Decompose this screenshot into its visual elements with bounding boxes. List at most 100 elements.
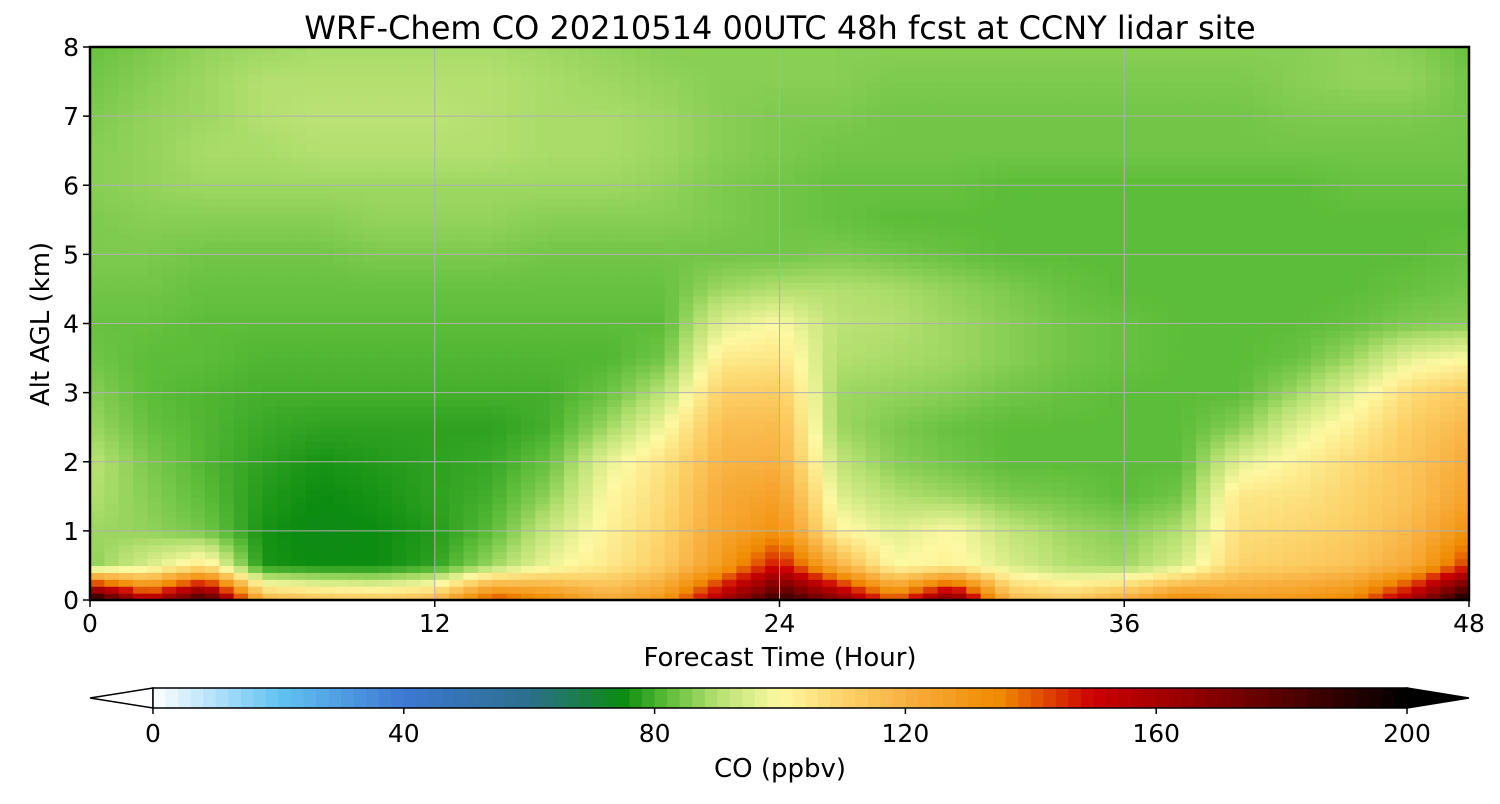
heatmap-cell [980,385,996,394]
heatmap-cell [607,510,623,518]
heatmap-cell [1167,510,1183,518]
heatmap-cell [707,406,723,414]
heatmap-cell [923,351,939,359]
heatmap-cell [693,330,709,338]
heatmap-cell [607,427,623,435]
heatmap-cell [1296,275,1312,283]
heatmap-cell [951,406,967,414]
heatmap-cell [219,268,235,276]
heatmap-cell [836,468,852,477]
heatmap-cell [793,337,809,345]
heatmap-cell [851,302,867,311]
heatmap-cell [1066,537,1082,546]
heatmap-cell [736,441,752,449]
heatmap-cell [334,496,350,504]
heatmap-cell [966,240,982,249]
heatmap-cell [434,295,450,304]
heatmap-cell [707,282,723,290]
heatmap-cell [420,371,436,380]
heatmap-cell [535,427,551,435]
heatmap-cell [161,378,177,387]
heatmap-cell [722,240,737,249]
heatmap-cell [865,551,881,560]
heatmap-cell [894,537,910,546]
heatmap-cell [262,551,278,560]
heatmap-cell [564,288,579,297]
heatmap-cell [406,572,421,580]
heatmap-cell [1038,371,1054,380]
heatmap-cell [937,489,953,497]
heatmap-cell [520,551,536,560]
heatmap-cell [118,275,134,283]
heatmap-cell [1167,406,1183,414]
heatmap-cell [1325,510,1341,518]
heatmap-cell [793,523,809,532]
heatmap-cell [707,517,723,525]
heatmap-cell [463,551,479,560]
heatmap-cell [104,330,120,338]
heatmap-cell [204,447,220,456]
heatmap-cell [1239,565,1255,573]
heatmap-cell [793,330,809,338]
heatmap-cell [535,247,551,255]
heatmap-cell [262,337,278,345]
heatmap-cell [722,544,737,553]
heatmap-cell [90,593,105,601]
heatmap-cell [793,530,809,539]
heatmap-cell [1382,551,1398,560]
heatmap-cell [951,413,967,421]
heatmap-cell [1138,503,1154,511]
heatmap-cell [980,413,996,421]
heatmap-cell [90,233,105,242]
heatmap-cell [449,454,465,463]
heatmap-cell [176,468,192,477]
heatmap-cell [779,496,795,504]
heatmap-cell [966,316,982,325]
heatmap-cell [90,537,105,546]
heatmap-cell [420,496,436,504]
heatmap-cell [693,309,709,318]
heatmap-cell [248,434,263,442]
heatmap-cell [348,282,364,290]
heatmap-cell [1239,572,1255,580]
heatmap-cell [161,358,177,366]
heatmap-cell [1109,593,1125,601]
heatmap-cell [1009,302,1025,311]
heatmap-cell [1267,371,1283,380]
heatmap-cell [664,489,680,497]
heatmap-cell [161,413,177,421]
heatmap-cell [937,420,953,428]
heatmap-cell [1081,254,1097,262]
heatmap-cell [334,558,350,567]
heatmap-cell [880,496,896,504]
heatmap-cell [1009,517,1025,525]
heatmap-cell [865,572,881,580]
heatmap-cell [750,496,766,504]
heatmap-cell [1181,420,1197,428]
heatmap-cell [90,351,105,359]
heatmap-cell [1411,420,1427,428]
heatmap-cell [765,523,781,532]
heatmap-cell [664,392,680,401]
heatmap-cell [851,247,867,255]
heatmap-cell [980,282,996,290]
heatmap-cell [190,344,206,352]
heatmap-cell [1310,420,1326,428]
heatmap-cell [1196,482,1212,490]
heatmap-cell [664,399,680,408]
heatmap-cell [90,364,105,373]
heatmap-cell [851,385,867,394]
heatmap-cell [406,392,421,401]
heatmap-cell [204,468,220,477]
heatmap-cell [1454,558,1470,567]
heatmap-cell [520,385,536,394]
heatmap-cell [937,309,953,318]
heatmap-cell [492,434,508,442]
heatmap-cell [1009,358,1025,366]
heatmap-cell [693,475,709,484]
heatmap-cell [1023,254,1039,262]
heatmap-cell [937,558,953,567]
heatmap-cell [923,454,939,463]
heatmap-cell [635,447,651,456]
heatmap-cell [104,268,120,276]
